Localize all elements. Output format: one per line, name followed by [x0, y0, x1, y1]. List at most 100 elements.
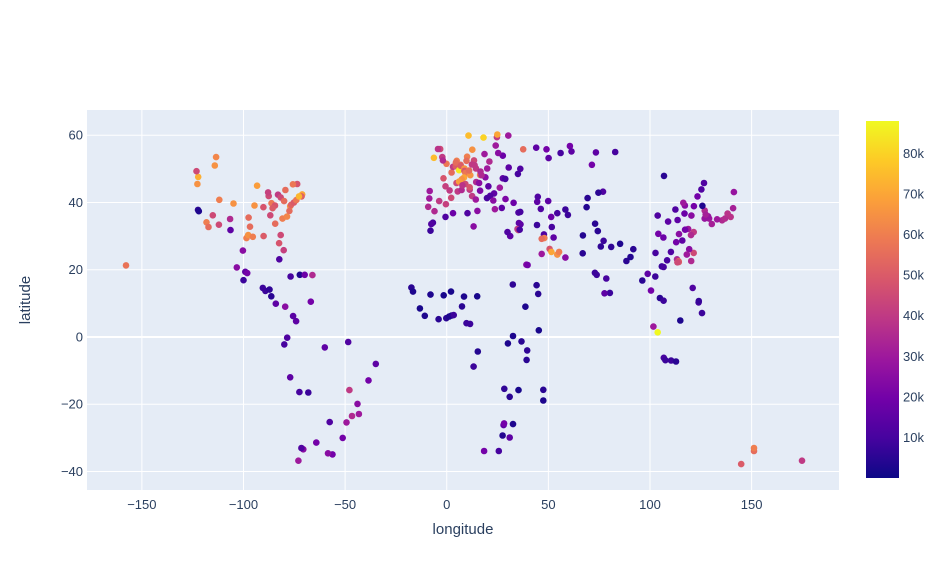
data-point — [606, 289, 614, 297]
data-point — [535, 327, 543, 334]
data-point — [209, 212, 217, 219]
data-point — [483, 194, 491, 202]
data-point — [271, 220, 279, 227]
data-point — [421, 312, 429, 320]
data-point — [540, 386, 547, 394]
data-point — [548, 248, 555, 256]
data-point — [253, 182, 261, 189]
data-point — [680, 199, 687, 207]
data-point — [595, 189, 602, 196]
data-point — [702, 211, 709, 218]
data-point — [465, 167, 473, 174]
data-point — [683, 251, 691, 258]
x-tick-label: −100 — [229, 497, 258, 512]
x-tick-label: −150 — [127, 497, 156, 512]
data-point — [509, 332, 517, 340]
data-point — [227, 226, 234, 234]
data-point — [442, 183, 449, 190]
data-point — [424, 203, 432, 211]
data-point — [301, 271, 309, 279]
data-point — [269, 204, 276, 212]
data-point — [506, 393, 513, 401]
data-point — [439, 157, 447, 164]
data-point — [679, 237, 686, 244]
data-point — [296, 388, 303, 396]
data-point — [600, 237, 607, 245]
data-point — [372, 360, 380, 368]
data-point — [472, 196, 480, 203]
data-point — [502, 175, 509, 183]
data-point — [498, 204, 506, 212]
data-point — [243, 269, 251, 277]
colorbar-ticks: 10k 20k 30k 40k 50k 60k 70k 80k — [903, 146, 924, 445]
data-point — [737, 460, 745, 468]
data-point — [555, 248, 563, 256]
data-point — [562, 206, 569, 213]
data-point — [688, 212, 695, 219]
data-point — [517, 208, 524, 216]
data-point — [193, 167, 200, 175]
data-point — [515, 386, 522, 394]
data-point — [519, 146, 527, 153]
data-point — [348, 412, 356, 420]
data-point — [495, 447, 503, 455]
data-point — [321, 344, 329, 351]
data-point — [211, 162, 219, 169]
data-point — [480, 134, 487, 141]
data-point — [474, 207, 481, 215]
colorbar-tick-label: 60k — [903, 227, 924, 242]
data-point — [449, 209, 457, 217]
data-point — [584, 194, 591, 202]
data-point — [282, 186, 289, 194]
data-point — [601, 290, 608, 297]
data-point — [664, 218, 672, 225]
data-point — [509, 420, 517, 428]
data-point — [652, 273, 659, 280]
data-point — [446, 187, 453, 194]
data-point — [465, 132, 472, 139]
x-axis-title: longitude — [433, 521, 494, 538]
data-point — [545, 154, 552, 162]
data-point — [430, 154, 438, 162]
data-point — [674, 259, 681, 266]
data-point — [630, 245, 637, 253]
data-point — [579, 232, 587, 239]
x-axis-ticks: −150 −100 −50 0 50 100 150 — [127, 497, 762, 512]
data-point — [655, 230, 662, 238]
data-point — [194, 173, 202, 181]
data-point — [534, 290, 542, 298]
data-point — [611, 148, 619, 156]
data-point — [442, 213, 449, 221]
data-point — [292, 317, 300, 325]
data-point — [698, 186, 705, 193]
data-point — [627, 253, 634, 261]
x-tick-label: 150 — [741, 497, 763, 512]
data-point — [463, 157, 470, 165]
data-point — [708, 220, 716, 228]
data-point — [650, 323, 657, 330]
data-point — [476, 187, 484, 194]
data-point — [286, 207, 293, 215]
data-point — [660, 263, 667, 271]
data-points — [122, 131, 806, 468]
data-point — [448, 169, 455, 176]
data-point — [447, 288, 455, 295]
data-point — [296, 271, 304, 279]
x-tick-label: 50 — [541, 497, 555, 512]
data-point — [481, 150, 488, 158]
y-axis-title: latitude — [17, 276, 34, 324]
data-point — [713, 216, 721, 223]
data-point — [687, 231, 695, 239]
data-point — [195, 207, 203, 215]
data-point — [532, 144, 540, 151]
data-point — [431, 207, 438, 215]
data-point — [194, 180, 201, 188]
data-point — [355, 410, 363, 418]
data-point — [426, 187, 434, 195]
data-point — [681, 226, 689, 233]
data-point — [654, 212, 661, 219]
data-point — [275, 239, 283, 247]
data-point — [490, 197, 497, 204]
data-point — [544, 197, 552, 205]
